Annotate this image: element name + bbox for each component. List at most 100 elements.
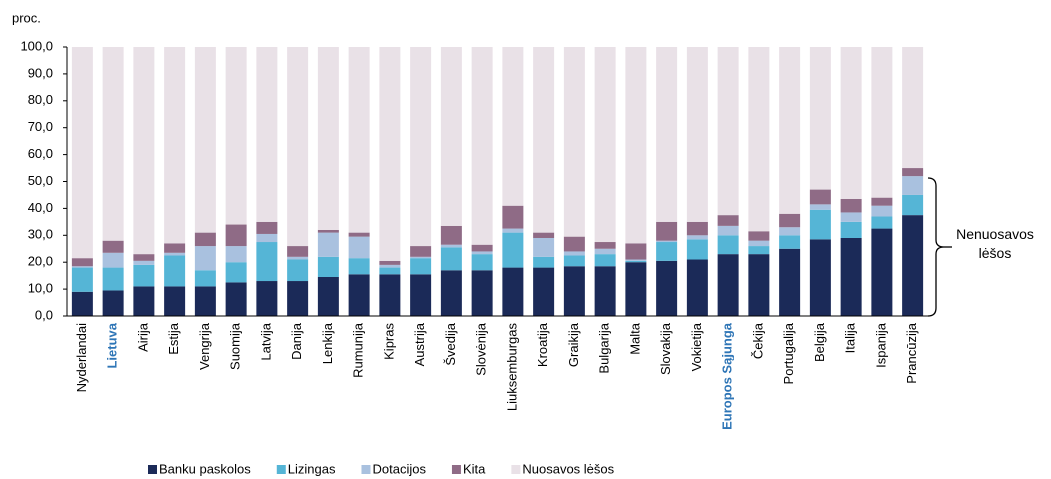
- bar-segment: [164, 252, 186, 256]
- bar-segment: [348, 232, 370, 237]
- bar-segment: [225, 224, 247, 247]
- x-tick-label: Lietuva: [105, 322, 120, 368]
- bar-segment: [902, 168, 924, 177]
- bar-segment: [256, 233, 278, 243]
- bar-segment: [502, 232, 524, 268]
- bar-segment: [686, 235, 708, 240]
- bar-segment: [840, 237, 862, 316]
- bar-segment: [225, 282, 247, 316]
- bar-segment: [809, 47, 831, 190]
- bar-segment: [717, 254, 739, 316]
- bar-segment: [656, 221, 678, 241]
- bar-segment: [440, 47, 462, 226]
- y-axis-label: proc.: [12, 10, 41, 25]
- y-tick-label: 40,0: [28, 200, 53, 215]
- bar-segment: [471, 254, 493, 271]
- x-tick-label: Rumunija: [351, 322, 366, 378]
- bar-segment: [348, 47, 370, 233]
- bar-segment: [563, 251, 585, 256]
- bar-segment: [656, 260, 678, 316]
- bar-segment: [871, 205, 893, 217]
- x-tick-label: Lenkija: [320, 322, 335, 364]
- bar-segment: [71, 266, 93, 268]
- bar-segment: [133, 47, 155, 255]
- y-tick-label: 100,0: [20, 38, 53, 53]
- bar-segment: [348, 258, 370, 275]
- x-tick-label: Švedija: [443, 322, 458, 365]
- bar-segment: [348, 274, 370, 316]
- bar-segment: [71, 258, 93, 267]
- legend-label: Banku paskolos: [159, 461, 251, 476]
- bar-segment: [533, 256, 555, 268]
- x-tick-label: Liuksemburgas: [504, 323, 519, 412]
- bar-segment: [502, 205, 524, 229]
- bar-segment: [748, 231, 770, 241]
- legend-label: Nuosavos lėšos: [522, 461, 614, 476]
- x-tick-label: Belgija: [812, 322, 827, 362]
- bar-segment: [379, 267, 401, 275]
- legend-swatch: [276, 465, 286, 474]
- y-tick-label: 50,0: [28, 173, 53, 188]
- bar-segment: [71, 47, 93, 259]
- x-tick-label: Europos Sąjunga: [720, 322, 735, 430]
- bar-segment: [563, 266, 585, 316]
- y-tick-label: 30,0: [28, 227, 53, 242]
- y-tick-label: 80,0: [28, 92, 53, 107]
- bar-segment: [902, 47, 924, 169]
- bar-segment: [317, 256, 339, 277]
- bar-segment: [502, 47, 524, 206]
- bar-segment: [471, 270, 493, 316]
- x-tick-label: Italija: [843, 322, 858, 353]
- bar-segment: [871, 228, 893, 316]
- legend-label: Dotacijos: [372, 461, 426, 476]
- bar-segment: [256, 47, 278, 222]
- bar-segment: [471, 251, 493, 255]
- legend-swatch: [148, 465, 157, 474]
- bar-segment: [287, 256, 309, 260]
- bar-segment: [225, 262, 247, 283]
- x-tick-label: Latvija: [258, 322, 273, 360]
- bar-segment: [194, 232, 216, 247]
- y-tick-label: 0,0: [35, 307, 53, 322]
- bar-segment: [502, 228, 524, 233]
- bar-segment: [625, 243, 647, 260]
- bar-segment: [133, 286, 155, 316]
- bar-segment: [164, 47, 186, 244]
- bar-segment: [317, 232, 339, 257]
- bar-segment: [871, 47, 893, 198]
- bar-segment: [809, 204, 831, 210]
- bar-segment: [410, 256, 432, 259]
- bar-segment: [379, 264, 401, 268]
- legend-label: Lizingas: [288, 461, 336, 476]
- bar-segment: [902, 194, 924, 216]
- bar-segment: [287, 47, 309, 247]
- x-tick-label: Suomija: [228, 322, 243, 370]
- x-tick-label: Estija: [166, 322, 181, 355]
- bar-segment: [779, 235, 801, 249]
- bar-segment: [317, 276, 339, 316]
- bar-segment: [748, 254, 770, 316]
- bar-segment: [840, 198, 862, 213]
- x-tick-label: Nyderlandai: [74, 323, 89, 392]
- legend-swatch: [361, 465, 371, 474]
- bar-segment: [840, 212, 862, 222]
- x-tick-label: Slovėnija: [474, 322, 489, 376]
- bar-segment: [779, 227, 801, 236]
- bar-segment: [440, 244, 462, 248]
- x-tick-label: Bulgarija: [597, 322, 612, 373]
- bar-segment: [102, 47, 124, 241]
- bar-segment: [194, 270, 216, 287]
- bracket: [927, 177, 945, 317]
- x-tick-label: Vokietija: [689, 322, 704, 371]
- bar-segment: [594, 266, 616, 316]
- bar-segment: [779, 248, 801, 316]
- bar-segment: [809, 239, 831, 316]
- bar-segment: [317, 229, 339, 233]
- bar-segment: [194, 47, 216, 233]
- bar-segment: [748, 240, 770, 247]
- bar-segment: [287, 246, 309, 257]
- bar-segment: [625, 262, 647, 316]
- bar-segment: [102, 267, 124, 291]
- bar-segment: [717, 215, 739, 226]
- y-tick-label: 70,0: [28, 119, 53, 134]
